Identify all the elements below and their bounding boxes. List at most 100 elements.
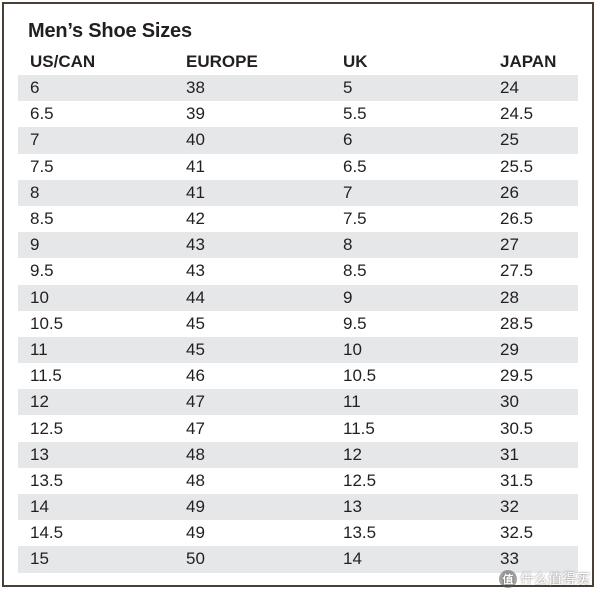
cell-japan: 27 [488, 232, 578, 259]
cell-uk: 11 [331, 389, 488, 416]
cell-uk: 6 [331, 127, 488, 154]
cell-uk: 10 [331, 336, 488, 364]
watermark-text: 什么值得买 [520, 571, 590, 587]
table-row: 8.5 42 7.5 26.5 [18, 206, 578, 232]
table-row: 12 47 11 30 [18, 389, 578, 416]
cell-japan: 24 [488, 75, 578, 102]
cell-uk: 9.5 [343, 313, 367, 333]
cell-us-can: 14 [18, 494, 174, 521]
cell-europe: 47 [174, 389, 331, 416]
cell-uk: 11.5 [343, 418, 375, 438]
table-row: 6.5 39 5.5 24.5 [18, 101, 578, 127]
cell-uk: 12.5 [343, 470, 377, 490]
size-table: US/CAN EUROPE UK JAPAN 6 38 5 24 6.5 39 5.5 24.… [18, 49, 578, 573]
table-row: 11 45 10 29 [18, 336, 578, 364]
cell-europe: 39 [186, 104, 205, 124]
cell-japan: 26.5 [500, 209, 534, 229]
cell-europe: 49 [186, 523, 205, 543]
cell-japan: 29.5 [500, 366, 534, 386]
cell-japan: 31 [488, 441, 578, 468]
table-header-row: US/CAN EUROPE UK JAPAN [18, 49, 578, 75]
cell-us-can: 6 [18, 75, 174, 102]
cell-uk: 8.5 [343, 261, 367, 281]
cell-uk: 14 [331, 546, 488, 573]
cell-uk: 9 [331, 284, 488, 311]
cell-japan: 26 [488, 179, 578, 206]
cell-japan: 28.5 [500, 313, 534, 333]
cell-japan: 25 [488, 127, 578, 154]
column-header-japan: JAPAN [500, 52, 557, 71]
cell-us-can: 10.5 [30, 313, 64, 333]
cell-us-can: 9 [18, 232, 174, 259]
table-row: 10.5 45 9.5 28.5 [18, 311, 578, 337]
cell-uk: 13 [331, 494, 488, 521]
table-row: 9 43 8 27 [18, 232, 578, 259]
table-body: 6 38 5 24 6.5 39 5.5 24.5 7 40 6 25 7.5 41 6.5 25.5 8 41 7… [18, 75, 578, 573]
cell-uk: 7.5 [343, 209, 367, 229]
cell-europe: 43 [174, 232, 331, 259]
cell-uk: 10.5 [343, 366, 377, 386]
table-row: 6 38 5 24 [18, 75, 578, 102]
cell-us-can: 8.5 [30, 209, 54, 229]
table-row: 9.5 43 8.5 27.5 [18, 258, 578, 284]
cell-uk: 5.5 [343, 104, 367, 124]
cell-uk: 5 [331, 75, 488, 102]
cell-europe: 45 [186, 313, 205, 333]
cell-us-can: 8 [18, 179, 174, 206]
cell-us-can: 12 [18, 389, 174, 416]
cell-us-can: 9.5 [30, 261, 54, 281]
column-header-europe: EUROPE [186, 52, 258, 71]
cell-europe: 49 [174, 494, 331, 521]
table-row: 7.5 41 6.5 25.5 [18, 154, 578, 180]
cell-uk: 6.5 [343, 156, 367, 176]
table-row: 10 44 9 28 [18, 284, 578, 311]
column-header-us-can: US/CAN [30, 52, 96, 71]
cell-us-can: 15 [18, 546, 174, 573]
table-row: 13 48 12 31 [18, 441, 578, 468]
page-title: Men’s Shoe Sizes [28, 20, 192, 42]
cell-europe: 50 [174, 546, 331, 573]
cell-europe: 48 [186, 470, 205, 490]
cell-japan: 25.5 [500, 156, 534, 176]
cell-us-can: 13 [18, 441, 174, 468]
table-row: 15 50 14 33 [18, 546, 578, 573]
cell-japan: 24.5 [500, 104, 534, 124]
cell-us-can: 14.5 [30, 523, 64, 543]
table-row: 8 41 7 26 [18, 179, 578, 206]
cell-japan: 27.5 [500, 261, 534, 281]
watermark-logo-icon: 值 [499, 570, 517, 588]
table-row: 14.5 49 13.5 32.5 [18, 520, 578, 546]
cell-japan: 29 [488, 336, 578, 364]
cell-uk: 12 [331, 441, 488, 468]
cell-europe: 48 [174, 441, 331, 468]
cell-us-can: 13.5 [30, 470, 64, 490]
table-row: 13.5 48 12.5 31.5 [18, 468, 578, 494]
cell-europe: 43 [186, 261, 205, 281]
cell-japan: 30 [488, 389, 578, 416]
cell-japan: 32.5 [500, 523, 534, 543]
cell-japan: 30.5 [500, 418, 534, 438]
cell-europe: 42 [186, 209, 205, 229]
cell-japan: 28 [488, 284, 578, 311]
cell-us-can: 7.5 [30, 156, 54, 176]
cell-us-can: 11.5 [30, 366, 62, 386]
cell-europe: 44 [174, 284, 331, 311]
table-row: 12.5 47 11.5 30.5 [18, 415, 578, 441]
cell-europe: 40 [174, 127, 331, 154]
cell-europe: 46 [186, 366, 205, 386]
cell-europe: 38 [174, 75, 331, 102]
cell-us-can: 10 [18, 284, 174, 311]
watermark: 值 什么值得买 [499, 569, 590, 589]
table-row: 11.5 46 10.5 29.5 [18, 363, 578, 389]
cell-europe: 41 [174, 179, 331, 206]
cell-uk: 13.5 [343, 523, 377, 543]
cell-japan: 33 [488, 546, 578, 573]
table-row: 14 49 13 32 [18, 494, 578, 521]
chart-frame [2, 2, 594, 587]
cell-uk: 8 [331, 232, 488, 259]
cell-us-can: 12.5 [30, 418, 64, 438]
cell-europe: 47 [186, 418, 205, 438]
cell-japan: 31.5 [500, 470, 534, 490]
cell-europe: 41 [186, 156, 205, 176]
column-header-uk: UK [343, 52, 368, 71]
